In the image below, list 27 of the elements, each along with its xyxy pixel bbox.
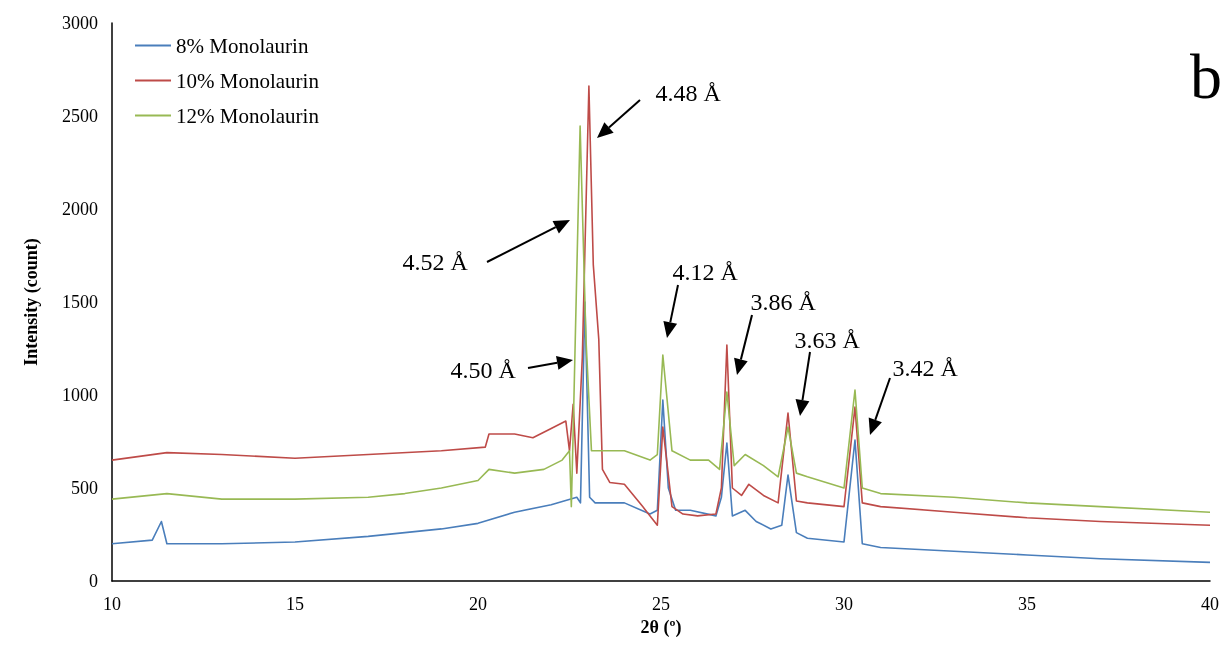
legend-label: 10% Monolaurin (176, 68, 320, 93)
annotation: 3.63 Å (794, 326, 860, 354)
x-axis-title: 2θ (º) (640, 616, 682, 638)
annotation: 4.12 Å (672, 258, 738, 286)
legend-label: 8% Monolaurin (176, 33, 309, 58)
annotation: 4.50 Å (450, 356, 516, 384)
x-tick-label: 40 (1201, 594, 1219, 614)
y-tick-label: 2500 (62, 106, 98, 126)
annotation: b (1190, 40, 1222, 114)
x-tick-label: 10 (103, 594, 121, 614)
y-tick-label: 1000 (62, 385, 98, 405)
y-tick-label: 2000 (62, 199, 98, 219)
y-tick-label: 1500 (62, 292, 98, 312)
annotation: 4.48 Å (655, 79, 721, 107)
annotation: 4.52 Å (402, 248, 468, 276)
annotation: 3.86 Å (750, 288, 816, 316)
annotation: 3.42 Å (892, 354, 958, 382)
x-tick-label: 25 (652, 594, 670, 614)
x-tick-label: 15 (286, 594, 304, 614)
y-axis-title: Intensity (count) (21, 238, 42, 366)
legend-label: 12% Monolaurin (176, 103, 320, 128)
x-tick-label: 20 (469, 594, 487, 614)
y-tick-label: 0 (89, 571, 98, 591)
y-tick-label: 500 (71, 478, 98, 498)
x-tick-label: 30 (835, 594, 853, 614)
y-tick-label: 3000 (62, 13, 98, 33)
x-tick-label: 35 (1018, 594, 1036, 614)
